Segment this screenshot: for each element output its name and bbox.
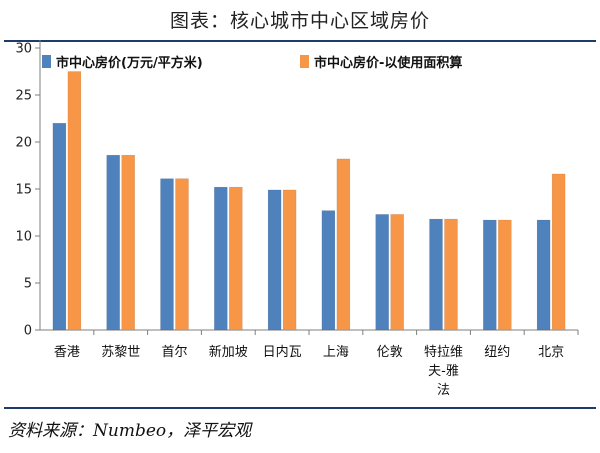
legend-swatch (42, 55, 51, 68)
bar-series2 (67, 71, 82, 331)
y-tick-label: 30 (15, 42, 32, 57)
bar-series1 (321, 210, 336, 331)
x-tick-label: 北京 (538, 345, 564, 360)
bar-series1 (375, 214, 389, 331)
legend-swatch (300, 55, 309, 68)
y-tick-label: 10 (15, 230, 32, 245)
bar-series2 (390, 214, 404, 331)
bar-series2 (498, 219, 512, 331)
bar-series2 (282, 189, 297, 331)
x-tick-label: 特拉维 (424, 345, 463, 360)
y-tick-label: 5 (24, 277, 32, 292)
title-rule (4, 40, 596, 42)
bar-series1 (483, 219, 497, 331)
bar-series2 (336, 158, 351, 331)
legend-label: 市中心房价(万元/平方米) (56, 55, 203, 71)
x-tick-label: 法 (437, 383, 450, 398)
bar-series1 (106, 154, 120, 331)
bar-series1 (52, 122, 67, 331)
bar-series1 (536, 219, 551, 331)
x-tick-label: 新加坡 (209, 344, 248, 360)
x-tick-label: 日内瓦 (263, 344, 302, 360)
chart-title: 图表：核心城市中心区域房价 (169, 10, 430, 32)
x-tick-label: 香港 (54, 345, 80, 360)
y-tick-label: 25 (15, 89, 32, 104)
source-rule (4, 407, 596, 409)
x-tick-label: 纽约 (484, 345, 510, 360)
source-note: 资料来源：Numbeo，泽平宏观 (8, 421, 252, 441)
y-tick-label: 15 (15, 183, 32, 198)
x-tick-label: 伦敦 (377, 344, 403, 360)
bar-series2 (175, 178, 189, 331)
bar-series2 (229, 186, 243, 331)
x-tick-label: 苏黎世 (101, 344, 140, 360)
bar-series1 (160, 178, 174, 331)
bar-series1 (267, 189, 282, 331)
bar-series1 (429, 218, 443, 331)
bar-series1 (214, 186, 228, 331)
bar-series2 (551, 173, 566, 331)
x-tick-label: 首尔 (161, 345, 187, 360)
x-tick-label: 夫-雅 (428, 364, 459, 379)
bar-series2 (121, 154, 135, 331)
bar-series2 (444, 218, 458, 331)
legend-label: 市中心房价-以使用面积算 (314, 55, 462, 71)
x-tick-label: 上海 (323, 345, 349, 360)
y-tick-label: 20 (15, 136, 32, 151)
y-tick-label: 0 (24, 324, 32, 339)
